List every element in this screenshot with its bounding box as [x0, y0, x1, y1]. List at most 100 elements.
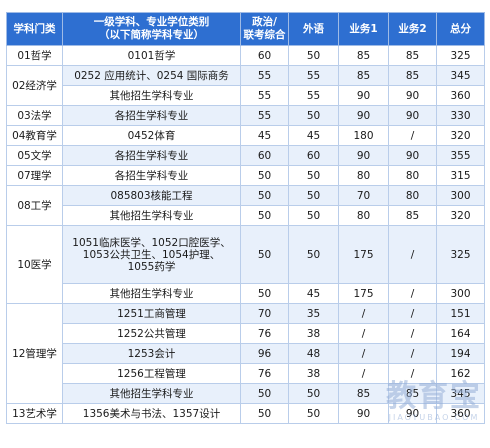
subject1-cell: 85	[338, 65, 389, 86]
subject2-cell: 80	[388, 185, 437, 206]
header-politics-line1: 政治/	[252, 16, 277, 28]
politics-cell: 50	[240, 225, 289, 284]
category-cell: 05文学	[6, 145, 63, 166]
subject1-cell: 85	[338, 45, 389, 66]
major-line: 1053公共卫生、1054护理、	[82, 248, 221, 261]
subject2-cell: /	[388, 323, 437, 344]
major-cell: 各招生学科专业	[62, 145, 241, 166]
table-row: 其他招生学科专业 50 50 80 85 320	[7, 205, 485, 226]
politics-cell: 45	[240, 125, 289, 146]
header-politics: 政治/ 联考综合	[240, 12, 289, 46]
total-cell: 330	[436, 105, 485, 126]
foreign-cell: 55	[288, 85, 339, 106]
header-major-line1: 一级学科、专业学位类别	[93, 16, 210, 28]
subject1-cell: 180	[338, 125, 389, 146]
subject1-cell: /	[338, 323, 389, 344]
total-cell: 320	[436, 205, 485, 226]
header-major: 一级学科、专业学位类别 （以下简称学科专业）	[62, 12, 241, 46]
foreign-cell: 50	[288, 403, 339, 424]
total-cell: 320	[436, 125, 485, 146]
subject1-cell: 90	[338, 403, 389, 424]
total-cell: 315	[436, 165, 485, 186]
politics-cell: 50	[240, 185, 289, 206]
subject1-cell: 175	[338, 225, 389, 284]
foreign-cell: 50	[288, 225, 339, 284]
total-cell: 345	[436, 65, 485, 86]
subject1-cell: 70	[338, 185, 389, 206]
politics-cell: 60	[240, 45, 289, 66]
subject2-cell: 85	[388, 205, 437, 226]
foreign-cell: 50	[288, 105, 339, 126]
table-row: 07理学 各招生学科专业 50 50 80 80 315	[6, 165, 485, 186]
total-cell: 194	[436, 343, 485, 364]
subject1-cell: 80	[338, 205, 389, 226]
foreign-cell: 45	[288, 125, 339, 146]
foreign-cell: 50	[288, 45, 339, 66]
subject2-cell: /	[388, 343, 437, 364]
table-row: 04教育学 0452体育 45 45 180 / 320	[6, 125, 485, 146]
header-major-line2: （以下简称学科专业）	[99, 29, 204, 41]
total-cell: 360	[436, 85, 485, 106]
foreign-cell: 45	[288, 283, 339, 304]
politics-cell: 50	[240, 205, 289, 226]
header-subject2: 业务2	[388, 12, 437, 46]
subject2-cell: /	[388, 363, 437, 384]
category-cell: 03法学	[6, 105, 63, 126]
subject1-cell: 90	[338, 85, 389, 106]
header-politics-line2: 联考综合	[243, 29, 286, 41]
major-cell: 0452体育	[62, 125, 241, 146]
politics-cell: 50	[240, 403, 289, 424]
major-line: 1055药学	[127, 260, 176, 273]
foreign-cell: 35	[288, 303, 339, 324]
politics-cell: 60	[240, 145, 289, 166]
category-cell: 02经济学	[6, 65, 63, 106]
subject2-cell: 90	[388, 145, 437, 166]
politics-cell: 96	[240, 343, 289, 364]
major-cell: 其他招生学科专业	[62, 205, 241, 226]
subject2-cell: /	[388, 125, 437, 146]
major-cell: 各招生学科专业	[62, 105, 241, 126]
category-cell: 08工学	[6, 185, 63, 226]
politics-cell: 50	[240, 165, 289, 186]
major-cell: 其他招生学科专业	[62, 85, 241, 106]
politics-cell: 70	[240, 303, 289, 324]
table-row: 其他招生学科专业 55 55 90 90 360	[7, 85, 485, 106]
major-cell: 1051临床医学、1052口腔医学、 1053公共卫生、1054护理、 1055…	[62, 225, 241, 284]
major-cell: 各招生学科专业	[62, 165, 241, 186]
score-table: 学科门类 一级学科、专业学位类别 （以下简称学科专业） 政治/ 联考综合 外语 …	[6, 12, 485, 424]
politics-cell: 55	[240, 65, 289, 86]
table-row: 01哲学 0101哲学 60 50 85 85 325	[6, 45, 485, 66]
major-cell: 1253会计	[62, 343, 241, 364]
subject2-cell: 85	[388, 383, 437, 404]
subject1-cell: 80	[338, 165, 389, 186]
politics-cell: 55	[240, 105, 289, 126]
category-cell: 12管理学	[6, 303, 63, 404]
header-foreign: 外语	[288, 12, 339, 46]
major-cell: 其他招生学科专业	[62, 283, 241, 304]
table-row: 03法学 各招生学科专业 55 50 90 90 330	[6, 105, 485, 126]
total-cell: 151	[436, 303, 485, 324]
foreign-cell: 50	[288, 185, 339, 206]
total-cell: 325	[436, 225, 485, 284]
table-row: 13艺术学 1356美术与书法、1357设计 50 50 90 90 360	[6, 403, 485, 424]
major-line: 1051临床医学、1052口腔医学、	[72, 236, 231, 249]
subject1-cell: /	[338, 343, 389, 364]
subject1-cell: /	[338, 363, 389, 384]
header-row: 学科门类 一级学科、专业学位类别 （以下简称学科专业） 政治/ 联考综合 外语 …	[6, 12, 485, 46]
total-cell: 325	[436, 45, 485, 66]
major-cell: 1256工程管理	[62, 363, 241, 384]
subject2-cell: 90	[388, 403, 437, 424]
politics-cell: 55	[240, 85, 289, 106]
subject2-cell: 85	[388, 65, 437, 86]
foreign-cell: 50	[288, 165, 339, 186]
subject2-cell: 80	[388, 165, 437, 186]
table-row: 08工学 085803核能工程 50 50 70 80 300	[6, 185, 485, 226]
total-cell: 162	[436, 363, 485, 384]
subject2-cell: /	[388, 225, 437, 284]
total-cell: 360	[436, 403, 485, 424]
politics-cell: 50	[240, 383, 289, 404]
subject1-cell: 85	[338, 383, 389, 404]
header-subject1: 业务1	[338, 12, 389, 46]
total-cell: 300	[436, 283, 485, 304]
subject1-cell: /	[338, 303, 389, 324]
